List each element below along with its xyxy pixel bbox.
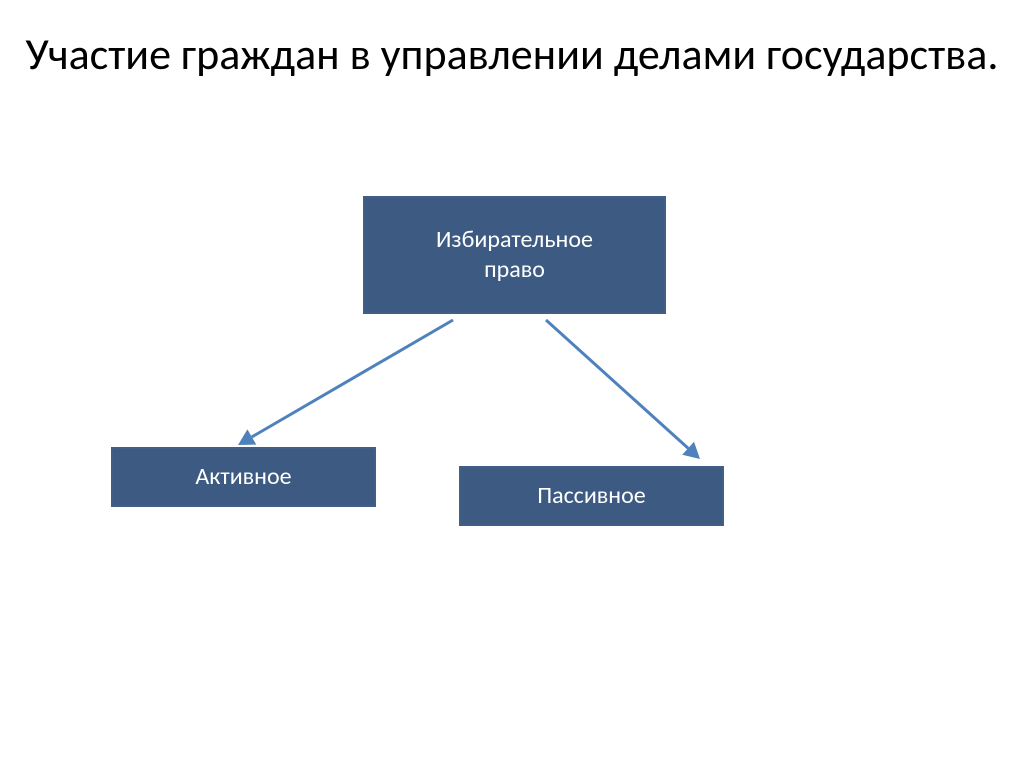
slide: Участие граждан в управлении делами госу… xyxy=(0,0,1024,767)
arrow-line xyxy=(546,320,688,448)
arrow-line xyxy=(252,320,453,437)
arrows xyxy=(0,0,1024,767)
